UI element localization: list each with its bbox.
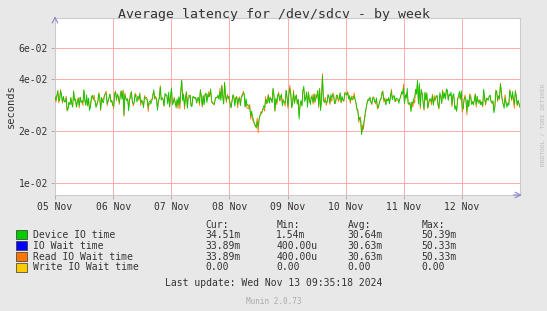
Text: Average latency for /dev/sdcv - by week: Average latency for /dev/sdcv - by week [118, 8, 429, 21]
Y-axis label: seconds: seconds [6, 85, 16, 128]
Text: Write IO Wait time: Write IO Wait time [33, 262, 138, 272]
Text: 1.54m: 1.54m [276, 230, 306, 240]
Text: IO Wait time: IO Wait time [33, 241, 103, 251]
Text: 0.00: 0.00 [205, 262, 229, 272]
Text: 33.89m: 33.89m [205, 252, 240, 262]
Text: 50.39m: 50.39m [421, 230, 456, 240]
Text: Device IO time: Device IO time [33, 230, 115, 240]
Text: 400.00u: 400.00u [276, 241, 317, 251]
Text: 50.33m: 50.33m [421, 241, 456, 251]
Text: Munin 2.0.73: Munin 2.0.73 [246, 297, 301, 305]
Text: 34.51m: 34.51m [205, 230, 240, 240]
Text: Max:: Max: [421, 220, 445, 230]
Text: Min:: Min: [276, 220, 300, 230]
Text: Last update: Wed Nov 13 09:35:18 2024: Last update: Wed Nov 13 09:35:18 2024 [165, 278, 382, 288]
Text: 30.63m: 30.63m [347, 241, 382, 251]
Text: 0.00: 0.00 [421, 262, 445, 272]
Text: 0.00: 0.00 [347, 262, 371, 272]
Text: 33.89m: 33.89m [205, 241, 240, 251]
Text: RRDTOOL / TOBI OETIKER: RRDTOOL / TOBI OETIKER [541, 83, 546, 166]
Text: 30.64m: 30.64m [347, 230, 382, 240]
Text: Avg:: Avg: [347, 220, 371, 230]
Text: 30.63m: 30.63m [347, 252, 382, 262]
Text: 400.00u: 400.00u [276, 252, 317, 262]
Text: Read IO Wait time: Read IO Wait time [33, 252, 133, 262]
Text: Cur:: Cur: [205, 220, 229, 230]
Text: 50.33m: 50.33m [421, 252, 456, 262]
Text: 0.00: 0.00 [276, 262, 300, 272]
